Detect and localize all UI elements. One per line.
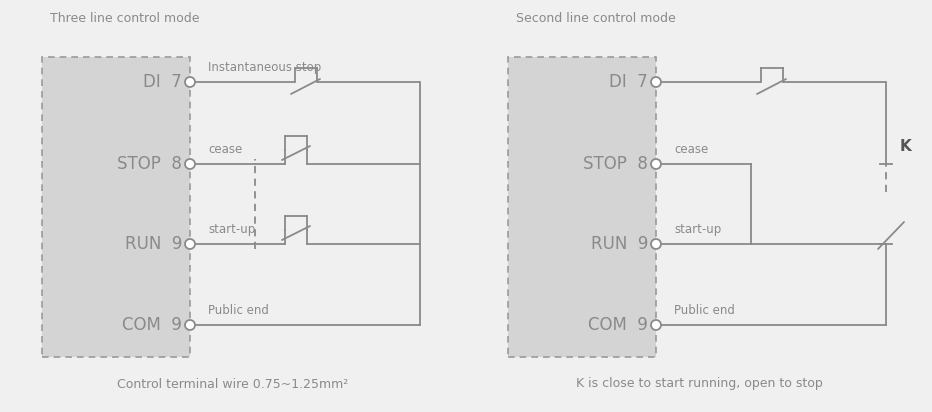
Text: DI  7: DI 7 [610,73,648,91]
Text: cease: cease [674,143,708,156]
Text: RUN  9: RUN 9 [591,235,648,253]
Circle shape [185,320,195,330]
Bar [508,57,656,357]
Text: Public end: Public end [208,304,268,317]
Circle shape [651,77,661,87]
Text: K: K [900,139,911,154]
Text: STOP  8: STOP 8 [583,155,648,173]
Text: K is close to start running, open to stop: K is close to start running, open to sto… [576,377,822,391]
Circle shape [651,320,661,330]
Text: Second line control mode: Second line control mode [516,12,676,25]
Text: STOP  8: STOP 8 [117,155,182,173]
Text: Three line control mode: Three line control mode [50,12,199,25]
Text: COM  9: COM 9 [122,316,182,334]
Text: DI  7: DI 7 [144,73,182,91]
Text: Control terminal wire 0.75~1.25mm²: Control terminal wire 0.75~1.25mm² [117,377,349,391]
Circle shape [651,239,661,249]
Text: Public end: Public end [674,304,734,317]
Text: RUN  9: RUN 9 [125,235,182,253]
Text: start-up: start-up [208,223,255,236]
Circle shape [185,159,195,169]
Bar [42,57,190,357]
Text: Instantaneous stop: Instantaneous stop [208,61,322,74]
Text: cease: cease [208,143,242,156]
Text: start-up: start-up [674,223,721,236]
Circle shape [185,77,195,87]
Text: COM  9: COM 9 [588,316,648,334]
Circle shape [651,159,661,169]
Circle shape [185,239,195,249]
